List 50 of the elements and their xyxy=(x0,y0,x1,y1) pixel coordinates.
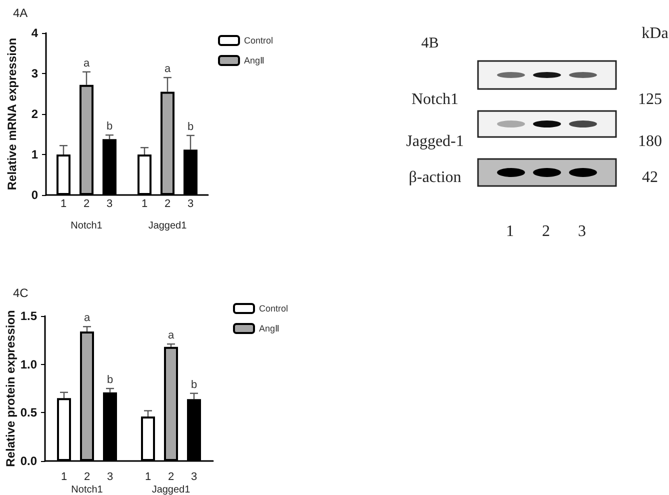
y-tick-label: 1.0 xyxy=(20,357,38,372)
y-tick-label: 0.0 xyxy=(20,454,38,468)
chart-title: 4A xyxy=(13,6,28,20)
text: 2 xyxy=(83,198,90,210)
y-tick-label: 0.5 xyxy=(20,406,38,420)
text: 2 xyxy=(164,198,171,210)
data-label: a xyxy=(164,63,172,76)
text: Jagged-1 xyxy=(406,133,464,151)
text: 2 xyxy=(168,471,174,483)
y-tick-label: 2 xyxy=(31,107,38,121)
y-tick-label: 3 xyxy=(31,66,38,80)
data-label: a xyxy=(83,57,90,70)
text: 1 xyxy=(60,198,67,210)
text: 3 xyxy=(578,223,586,241)
text: 3 xyxy=(106,471,114,483)
legend-label: AngⅡ xyxy=(244,56,264,66)
text: 2 xyxy=(84,471,90,483)
y-axis-title: Relative mRNA expression xyxy=(5,38,19,190)
text: 1 xyxy=(506,223,514,241)
data-label: b xyxy=(106,374,114,386)
y-axis-title: Relative protein expression xyxy=(3,310,18,467)
text: Notch1 xyxy=(411,91,459,109)
text: 180 xyxy=(638,133,662,151)
y-tick-label: 4 xyxy=(31,26,38,40)
data-label: a xyxy=(168,330,175,342)
legend-label: Control xyxy=(244,36,274,46)
text: 3 xyxy=(190,471,198,483)
x-tick-label: Jagged1 xyxy=(148,220,188,232)
text: kDa xyxy=(642,25,668,43)
text: 125 xyxy=(638,91,662,109)
data-label: b xyxy=(106,120,113,133)
text: 2 xyxy=(542,223,550,241)
text: 3 xyxy=(106,198,113,210)
x-tick-label: Jagged1 xyxy=(152,484,191,495)
text: 3 xyxy=(187,198,194,210)
data-label: b xyxy=(190,378,198,391)
text: 1 xyxy=(141,198,148,210)
legend-label: Control xyxy=(259,304,288,314)
data-label: b xyxy=(187,120,194,133)
y-tick-label: 1.5 xyxy=(20,309,38,323)
y-tick-label: 1 xyxy=(31,148,38,162)
text: β-action xyxy=(408,169,462,187)
chart-title: 4C xyxy=(13,286,29,300)
data-label: a xyxy=(84,312,91,324)
text: 1 xyxy=(60,471,68,483)
text: 1 xyxy=(144,471,152,483)
y-tick-label: 0 xyxy=(31,188,38,202)
legend-label: AngⅡ xyxy=(259,324,280,334)
text: 4B xyxy=(421,36,439,52)
text: 42 xyxy=(642,169,658,187)
